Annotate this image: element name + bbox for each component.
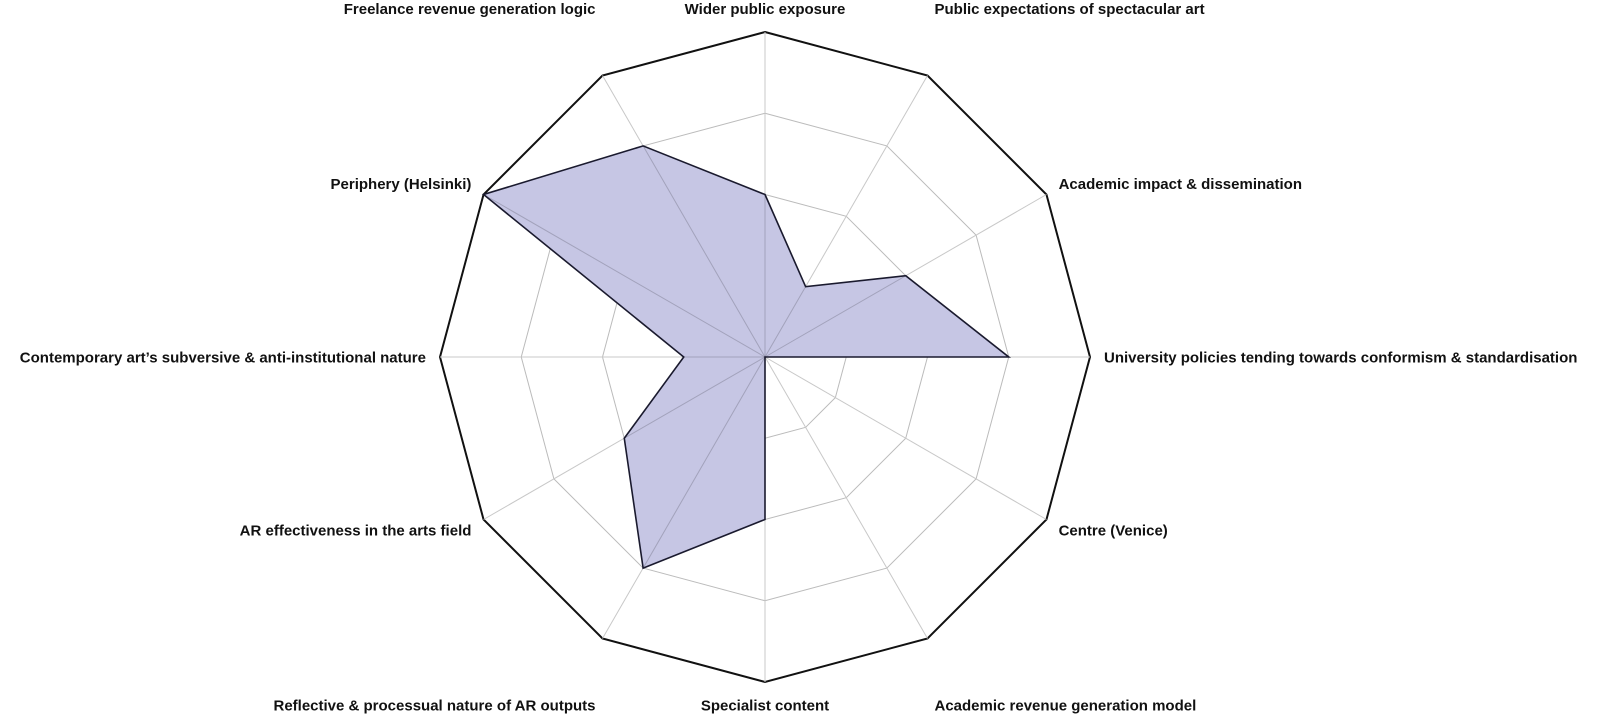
series-spoke-12 [642,145,766,358]
axis-label-12: Freelance revenue generation logic [344,1,596,18]
series-spoke-2 [764,286,807,358]
axis-label-5: Centre (Venice) [1059,523,1168,540]
axis-label-9: AR effectiveness in the arts field [240,523,472,540]
axis-label-3: Academic impact & dissemination [1059,176,1302,193]
axis-spoke-5 [764,356,1047,520]
series-outline [481,145,1012,570]
series-spoke-9 [624,356,766,439]
axis-spoke-6 [764,356,928,639]
radar-data [481,145,1012,570]
axis-label-8: Reflective & processual nature of AR out… [273,698,595,715]
series-spoke-11 [483,194,766,358]
series-spoke-3 [764,275,906,358]
series-spoke-8 [642,356,766,569]
axis-label-7: Specialist content [701,698,829,715]
axis-label-1: Wider public exposure [685,1,846,18]
axis-label-6: Academic revenue generation model [935,698,1197,715]
axis-label-4: University policies tending towards conf… [1104,349,1577,366]
axis-label-11: Periphery (Helsinki) [331,176,472,193]
axis-label-2: Public expectations of spectacular art [935,1,1205,18]
axis-label-10: Contemporary art’s subversive & anti-ins… [20,349,426,366]
axis-labels: Wider public exposure Public expectations… [20,1,1578,715]
